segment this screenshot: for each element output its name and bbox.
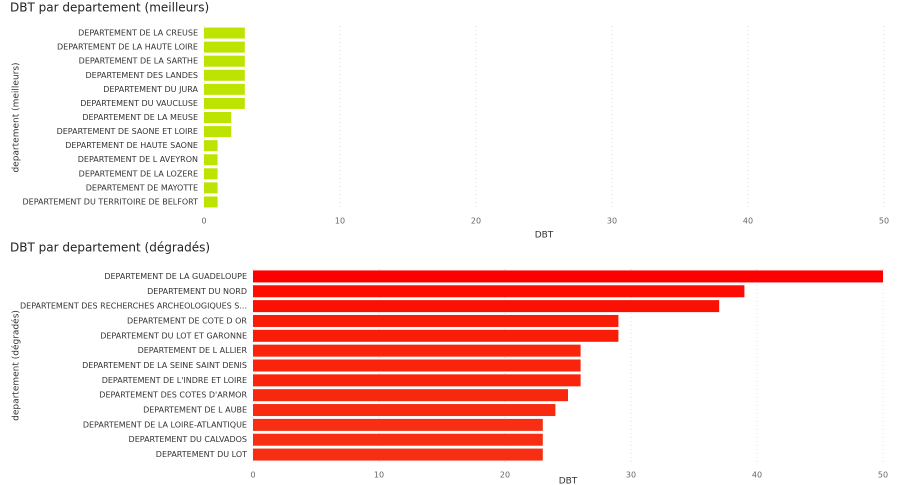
category-label: DEPARTEMENT DU VAUCLUSE: [80, 99, 198, 108]
bar: [204, 168, 218, 180]
bar: [204, 182, 218, 194]
category-label: DEPARTEMENT DE L'INDRE ET LOIRE: [102, 376, 247, 385]
x-tick-label: 40: [752, 471, 762, 480]
category-label: DEPARTEMENT DU LOT ET GARONNE: [100, 331, 247, 340]
x-tick-label: 10: [335, 217, 345, 226]
category-label: DEPARTEMENT DE L AVEYRON: [78, 155, 198, 164]
bar: [204, 41, 245, 53]
bar: [253, 270, 883, 283]
category-label: DEPARTEMENT DE MAYOTTE: [86, 183, 198, 192]
category-label: DEPARTEMENT DE LA SEINE SAINT DENIS: [82, 361, 247, 370]
category-label: DEPARTEMENT DE L AUBE: [143, 406, 247, 415]
bar: [253, 344, 581, 357]
x-tick-label: 10: [374, 471, 384, 480]
bar: [253, 433, 543, 446]
bar: [204, 140, 218, 152]
bar: [253, 285, 745, 298]
bar: [204, 83, 245, 95]
x-axis-title: DBT: [535, 231, 554, 241]
x-tick-label: 30: [626, 471, 636, 480]
category-label: DEPARTEMENT DE LA MEUSE: [82, 113, 198, 122]
category-label: DEPARTEMENT DU LOT: [156, 450, 247, 459]
bar: [253, 329, 619, 342]
x-tick-label: 0: [250, 471, 255, 480]
bar: [253, 404, 556, 417]
y-axis-title: departement (dégradés): [11, 310, 22, 421]
category-label: DEPARTEMENT DU CALVADOS: [129, 435, 247, 444]
bar: [204, 126, 232, 138]
bar: [204, 27, 245, 39]
x-tick-label: 20: [471, 217, 481, 226]
y-axis-title: departement (meilleurs): [12, 62, 22, 172]
chart-title: DBT par departement (meilleurs): [10, 1, 209, 15]
category-label: DEPARTEMENT DU JURA: [103, 85, 198, 94]
chart-title: DBT par departement (dégradés): [10, 241, 210, 255]
category-label: DEPARTEMENT DES COTES D'ARMOR: [99, 391, 247, 400]
category-label: DEPARTEMENT DE LA HAUTE LOIRE: [57, 43, 198, 52]
bar: [253, 374, 581, 387]
category-label: DEPARTEMENT DE LA LOIRE-ATLANTIQUE: [83, 420, 247, 429]
bar: [204, 97, 245, 109]
category-label: DEPARTEMENT DE LA SARTHE: [79, 57, 198, 66]
category-label: DEPARTEMENT DES LANDES: [85, 71, 198, 80]
category-label: DEPARTEMENT DU TERRITOIRE DE BELFORT: [23, 197, 199, 206]
x-tick-label: 50: [878, 471, 888, 480]
bar: [253, 300, 720, 313]
bar: [204, 196, 218, 208]
x-tick-label: 50: [879, 217, 889, 226]
bar: [253, 314, 619, 327]
category-label: DEPARTEMENT DU NORD: [147, 287, 247, 296]
x-tick-label: 40: [743, 217, 753, 226]
x-tick-label: 0: [201, 217, 206, 226]
bar: [204, 154, 218, 166]
category-label: DEPARTEMENT DE LA GUADELOUPE: [104, 272, 247, 281]
bar: [204, 112, 232, 123]
category-label: DEPARTEMENT DES RECHERCHES ARCHEOLOGIQUE…: [20, 302, 247, 311]
x-axis-title: DBT: [559, 477, 578, 485]
bar: [253, 448, 543, 461]
category-label: DEPARTEMENT DE SAONE ET LOIRE: [57, 127, 198, 136]
bar: [204, 69, 245, 81]
bar: [253, 418, 543, 431]
category-label: DEPARTEMENT DE LA CREUSE: [78, 29, 198, 38]
x-tick-label: 20: [500, 471, 510, 480]
category-label: DEPARTEMENT DE L ALLIER: [138, 346, 248, 355]
bar: [253, 389, 568, 402]
category-label: DEPARTEMENT DE COTE D OR: [127, 316, 247, 325]
category-label: DEPARTEMENT DE HAUTE SAONE: [65, 141, 198, 150]
bar: [253, 359, 581, 372]
bar: [204, 55, 245, 67]
x-tick-label: 30: [607, 217, 617, 226]
category-label: DEPARTEMENT DE LA LOZERE: [79, 169, 198, 178]
